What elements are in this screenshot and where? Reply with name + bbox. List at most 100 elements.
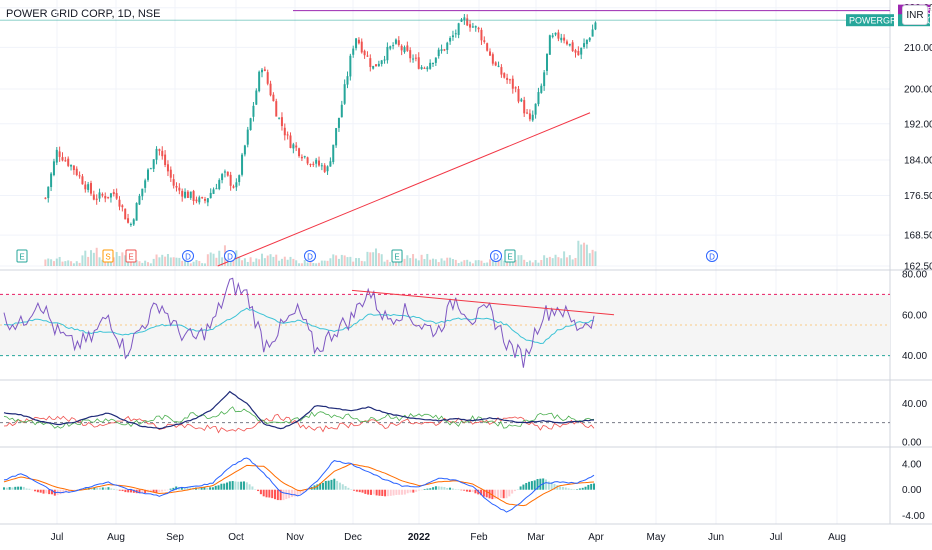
macd-histogram-bar (553, 483, 556, 490)
macd-histogram-bar (28, 488, 31, 490)
volume-bar (409, 258, 412, 266)
macd-histogram-bar (511, 489, 514, 494)
volume-bar (420, 254, 423, 266)
candle-body (332, 144, 335, 163)
macd-histogram-bar (73, 489, 76, 491)
volume-bar (517, 255, 520, 266)
volume-bar (280, 258, 283, 266)
candle-body (152, 159, 155, 169)
candle-body (186, 191, 189, 198)
volume-bar (588, 253, 591, 266)
candle (101, 192, 104, 198)
candle-body (369, 58, 372, 67)
dmi-tick-label: 0.00 (902, 438, 922, 449)
candle-body (352, 48, 355, 55)
candle-body (67, 158, 70, 166)
candle (494, 61, 497, 67)
volume-bar (55, 258, 58, 266)
candle (178, 183, 181, 195)
volume-bar (340, 254, 343, 266)
macd-histogram-bar (341, 484, 344, 490)
macd-histogram-bar (42, 489, 45, 494)
candle-body (81, 176, 84, 185)
candle-body (127, 218, 130, 223)
macd-histogram-bar (502, 489, 505, 499)
volume-bar (326, 260, 329, 266)
volume-bar (417, 260, 420, 266)
candle (70, 164, 73, 171)
candle (409, 47, 412, 63)
candle-body (90, 183, 92, 194)
candle (574, 48, 577, 58)
candle (98, 188, 101, 202)
dmi-adx-line (3, 390, 594, 430)
macd-histogram-bar (206, 487, 209, 490)
volume-bar (263, 258, 266, 266)
candle-body (280, 117, 283, 127)
candle-body (255, 90, 258, 105)
volume-bar (178, 257, 181, 266)
candle (246, 126, 249, 148)
price-tick-label: 210.00 (904, 43, 932, 54)
volume-bar (526, 262, 529, 266)
rsi-ma-line (3, 307, 595, 345)
candle (585, 39, 588, 49)
volume-bar (78, 262, 81, 266)
event-marker-shape (125, 249, 137, 263)
event-marker: E (125, 249, 137, 263)
candle-body (557, 32, 560, 39)
candle-body (229, 174, 232, 186)
volume-bar (318, 262, 320, 266)
candle-body (243, 145, 246, 155)
candle-body (588, 37, 591, 41)
rsi-pane[interactable] (0, 277, 890, 368)
volume-bar (206, 254, 209, 266)
candle-body (423, 67, 426, 69)
volume-bar (551, 258, 554, 266)
candle (263, 66, 266, 72)
price-pane[interactable] (44, 14, 597, 227)
macd-histogram-bar (17, 486, 20, 490)
volume-bar (98, 257, 101, 266)
macd-histogram-bar (361, 489, 364, 493)
candle (480, 27, 483, 45)
candle (152, 159, 155, 172)
macd-histogram-bar (279, 489, 282, 501)
macd-histogram-bar (183, 487, 186, 490)
candle (292, 142, 295, 154)
currency-badge[interactable]: INR (902, 5, 928, 25)
volume-bar (303, 259, 306, 266)
candle (454, 29, 457, 38)
dmi-pane[interactable] (0, 390, 890, 434)
candle (289, 132, 292, 149)
volume-bar (489, 259, 491, 266)
candle (198, 195, 201, 205)
candle-body (164, 154, 167, 165)
candle (486, 42, 489, 52)
macd-pane[interactable] (3, 457, 595, 513)
macd-histogram-bar (163, 489, 166, 491)
volume-bar (531, 262, 534, 266)
macd-histogram-bar (285, 489, 288, 500)
volume-bar (252, 261, 255, 266)
candle-body (474, 26, 477, 28)
macd-histogram-bar (113, 488, 116, 490)
volume-bar (272, 256, 275, 266)
macd-histogram-bar (539, 478, 542, 490)
volume-bar (483, 262, 486, 266)
volume-bar (169, 257, 172, 266)
rsi-tick-label: 60.00 (902, 310, 927, 321)
volume-bar (480, 260, 483, 266)
volume-bar (414, 258, 417, 266)
candle-body (212, 189, 215, 194)
event-marker-text: E (394, 253, 399, 262)
event-marker: D (304, 250, 316, 262)
macd-histogram-bar (375, 489, 378, 496)
macd-histogram-bar (36, 489, 39, 493)
volume-bar (172, 257, 175, 266)
candle (355, 37, 358, 51)
macd-histogram-bar (5, 487, 8, 490)
macd-histogram-bar (226, 482, 229, 490)
candle-body (449, 37, 452, 42)
